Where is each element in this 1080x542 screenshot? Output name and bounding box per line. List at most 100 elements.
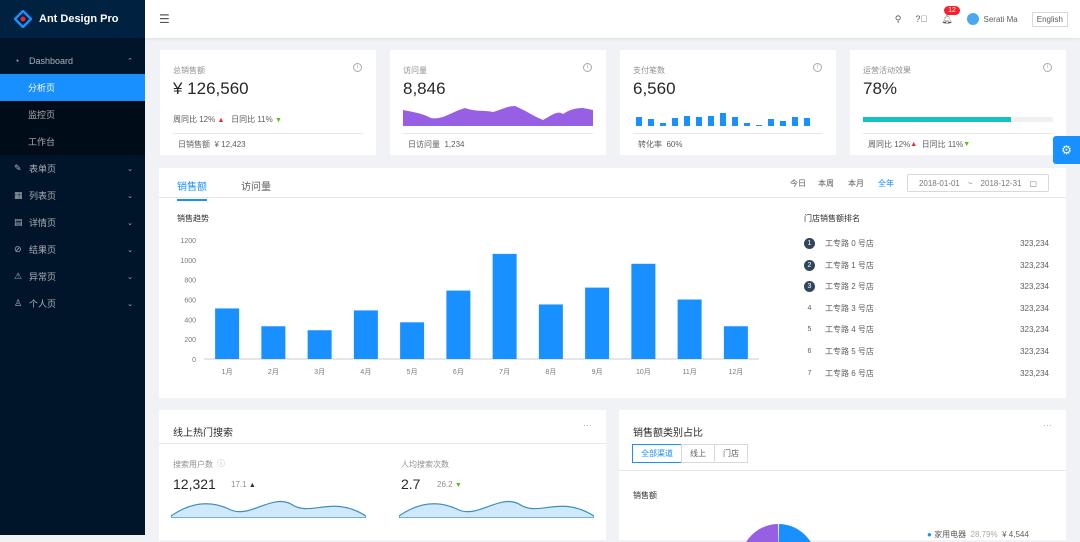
range-month[interactable]: 本月 [848, 179, 864, 188]
per-search-area-chart [399, 501, 594, 518]
wow-value: 12% [199, 115, 216, 124]
bar[interactable] [723, 326, 748, 359]
sidebar-item-workplace[interactable]: 工作台 [0, 128, 145, 155]
payments-bar-chart [636, 113, 810, 126]
bar[interactable] [400, 322, 425, 359]
search-users-value: 12,321 [173, 476, 216, 492]
y-tick-label: 600 [184, 298, 196, 305]
mini-bar [660, 123, 666, 126]
calendar-icon: ▢ [1029, 178, 1038, 188]
bar[interactable] [215, 308, 240, 359]
stat-title: 运营活动效果 [863, 66, 911, 75]
stat-card-sales: 总销售额 i ¥ 126,560 周同比 12% ▲ 日同比 11% ▼ 日销售额… [160, 50, 376, 155]
store-amount: 323,234 [1020, 260, 1049, 270]
search-icon[interactable]: ⚲ [894, 13, 902, 24]
tab-sales[interactable]: 销售额 [177, 178, 207, 201]
settings-drawer-button[interactable]: ⚙ [1053, 136, 1080, 164]
segment-online[interactable]: 线上 [681, 444, 715, 463]
store-name: 工专路 4 号店 [825, 325, 874, 335]
sidebar-item-list[interactable]: ▦ 列表页 ⌄ [0, 182, 145, 209]
progress-fill [863, 117, 1012, 122]
y-tick-label: 1000 [180, 258, 196, 265]
mini-bar [708, 116, 714, 126]
bar[interactable] [353, 310, 378, 359]
segment-store[interactable]: 门店 [714, 444, 748, 463]
menu-label: 结果页 [29, 245, 57, 255]
bar[interactable] [492, 253, 517, 359]
store-name: 工专路 3 号店 [825, 303, 874, 313]
info-icon[interactable]: i [813, 63, 822, 72]
user-menu[interactable]: Serati Ma [966, 13, 1018, 25]
footer-value: 60% [666, 140, 683, 149]
help-icon[interactable]: ?⃝ [915, 14, 928, 24]
date-range-picker[interactable]: 2018-01-01 ~2018-12-31 ▢ [907, 174, 1049, 192]
bar[interactable] [677, 299, 702, 360]
info-icon[interactable]: ⓘ [217, 459, 225, 468]
app-title: Ant Design Pro [39, 13, 119, 25]
bar[interactable] [446, 290, 471, 359]
dod-value: 11% [257, 115, 273, 124]
card-title: 线上热门搜索 [173, 428, 233, 439]
sidebar-item-form[interactable]: ✎ 表单页 ⌄ [0, 155, 145, 182]
sales-bar-chart: 0 200 400 600 800 1000 1200 1月 2月 3月 4月 5月 6月 7月 8月 9月 1… [180, 238, 759, 376]
sidebar-item-account[interactable]: ♙ 个人页 ⌄ [0, 290, 145, 317]
x-tick-label: 8月 [545, 368, 556, 376]
logo[interactable]: Ant Design Pro [0, 0, 145, 38]
trend-row: 周同比 12% ▲ 日同比 11% ▼ [173, 114, 282, 125]
menu-label: 个人页 [29, 299, 57, 309]
notification-bell[interactable]: 🔔︎ 12 [941, 5, 960, 25]
bar[interactable] [585, 287, 610, 359]
search-users-area-chart [171, 501, 366, 518]
wow-value: 12% [894, 140, 911, 149]
segment-all[interactable]: 全部渠道 [632, 444, 682, 463]
change-value: 26.2 [437, 480, 453, 489]
sidebar-item-analysis[interactable]: 分析页 [0, 74, 145, 101]
sidebar-item-profile[interactable]: ▤ 详情页 ⌄ [0, 209, 145, 236]
store-name: 工专路 2 号店 [825, 282, 874, 292]
store-amount: 323,234 [1020, 282, 1049, 292]
store-name: 工专路 1 号店 [825, 260, 874, 270]
range-today[interactable]: 今日 [790, 179, 806, 188]
menu-fold-icon[interactable]: ☰ [159, 12, 170, 26]
tab-visits[interactable]: 访问量 [241, 182, 271, 193]
footer-label: 转化率 [638, 140, 662, 149]
rank-number: 3 [804, 281, 815, 293]
mini-bar [756, 125, 762, 126]
sidebar-item-result[interactable]: ⊘ 结果页 ⌄ [0, 236, 145, 263]
store-name: 工专路 5 号店 [825, 347, 874, 356]
rank-number: 6 [807, 348, 812, 355]
info-icon[interactable]: i [1043, 63, 1052, 72]
range-week[interactable]: 本周 [818, 179, 834, 188]
range-year[interactable]: 全年 [878, 179, 894, 188]
sidebar-item-exception[interactable]: ⚠ 异常页 ⌄ [0, 263, 145, 290]
more-icon[interactable]: ··· [583, 420, 592, 430]
mini-bar [720, 113, 726, 126]
stat-title: 总销售额 [173, 66, 205, 75]
bar[interactable] [538, 304, 563, 359]
stat-value: 8,846 [403, 79, 446, 98]
language-switch[interactable]: English [1031, 11, 1068, 27]
menu-label: 表单页 [29, 164, 57, 174]
per-search-change: 26.2 ▼ [437, 480, 462, 489]
dod-value: 11% [947, 140, 964, 149]
bar[interactable] [631, 263, 656, 359]
bar[interactable] [307, 330, 332, 359]
rank-number: 4 [807, 304, 812, 312]
info-icon[interactable]: i [353, 63, 362, 72]
x-tick-label: 12月 [728, 368, 743, 376]
bar[interactable] [261, 326, 286, 359]
sidebar-item-dashboard[interactable]: ◔ Dashboard ⌃ [0, 47, 145, 74]
mini-bar [732, 117, 738, 126]
per-search-label: 人均搜索次数 [401, 460, 449, 469]
sidebar-item-monitor[interactable]: 监控页 [0, 101, 145, 128]
info-icon[interactable]: i [583, 63, 592, 72]
stat-footer: 周同比 12% ▲ 日同比 11% ▼ [863, 133, 1053, 155]
mini-bar [636, 117, 642, 126]
mini-bar [672, 118, 678, 126]
search-users-label: 搜索用户数 [173, 460, 213, 469]
caret-up-icon: ▲ [217, 117, 225, 124]
user-name: Serati Ma [983, 14, 1018, 24]
sidebar: Ant Design Pro ◔ Dashboard ⌃ 分析页 监控页 工作台 ✎… [0, 0, 145, 535]
mini-bar [648, 119, 654, 126]
more-icon[interactable]: ··· [1043, 420, 1052, 430]
